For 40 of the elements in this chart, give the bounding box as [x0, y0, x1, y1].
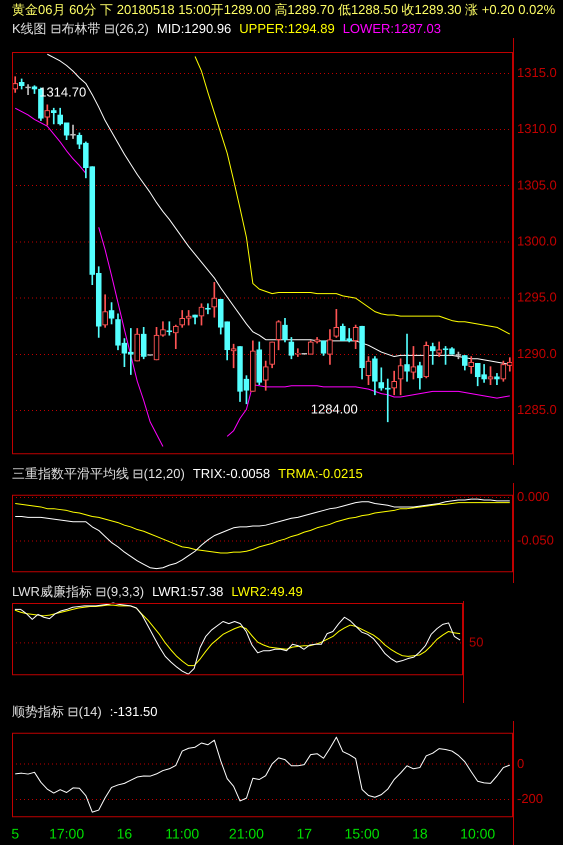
candlestick [25, 84, 31, 96]
x-tick-label: 17 [296, 825, 312, 842]
chart-title: 顺势指标 ⊟(14) [12, 704, 102, 719]
text: :-131.50 [110, 704, 158, 719]
candlestick [488, 366, 494, 385]
text: LWR2:49.49 [231, 584, 303, 599]
y-tick-label: 1295.0 [517, 290, 557, 305]
y-tick-label: 1305.0 [517, 177, 557, 192]
text: TRIX:-0.0058 [192, 466, 270, 481]
series-label: LWR1:57.38 [152, 584, 224, 599]
text: 50 [469, 634, 484, 650]
y-tick-label: -0.050 [517, 532, 554, 548]
y-tick-label: 1300.0 [517, 234, 557, 248]
chart-subtitle: K线图 ⊟布林带 ⊟(26,2) [12, 21, 149, 36]
candlestick [404, 334, 410, 382]
y-tick-label: 0.000 [517, 488, 550, 504]
y-tick-label: 0 [517, 756, 524, 771]
x-tick-label: 21:00 [228, 825, 264, 842]
x-tick-label: 18 [412, 825, 428, 842]
y-tick-label: 1285.0 [517, 402, 557, 418]
y-tick-label: 1315.0 [517, 64, 557, 80]
y-tick-label: 1290.0 [517, 346, 557, 361]
x-tick-label: 10:00 [460, 825, 496, 842]
chart-title: 黄金06月 60分 下 20180518 15:00开1289.00 高1289.70 低1288.50 收1289.30 涨 +0.20 0.02% [11, 1, 556, 19]
y-tick-label: 1310.0 [517, 121, 557, 136]
x-tick-label: 15:00 [344, 825, 380, 842]
candlestick [494, 373, 500, 385]
candlestick [410, 346, 416, 380]
chart-title: LWR威廉指标 ⊟(9,3,3) [12, 584, 144, 599]
x-tick-label: 16 [116, 825, 132, 842]
x-tick-label: 11:00 [165, 825, 200, 842]
y-tick-label: -200 [517, 790, 544, 806]
x-tick-label: 5 [11, 825, 20, 842]
text: UPPER:1294.89 [239, 21, 335, 36]
x-tick-label: 17:00 [49, 825, 84, 842]
text: TRMA:-0.0215 [278, 466, 363, 481]
text: MID:1290.96 [156, 21, 232, 36]
annotation: 1284.00 [310, 401, 358, 416]
chart-title: 三重指数平滑平均线 ⊟(12,20) [12, 466, 185, 481]
text: LOWER:1287.03 [342, 21, 441, 36]
